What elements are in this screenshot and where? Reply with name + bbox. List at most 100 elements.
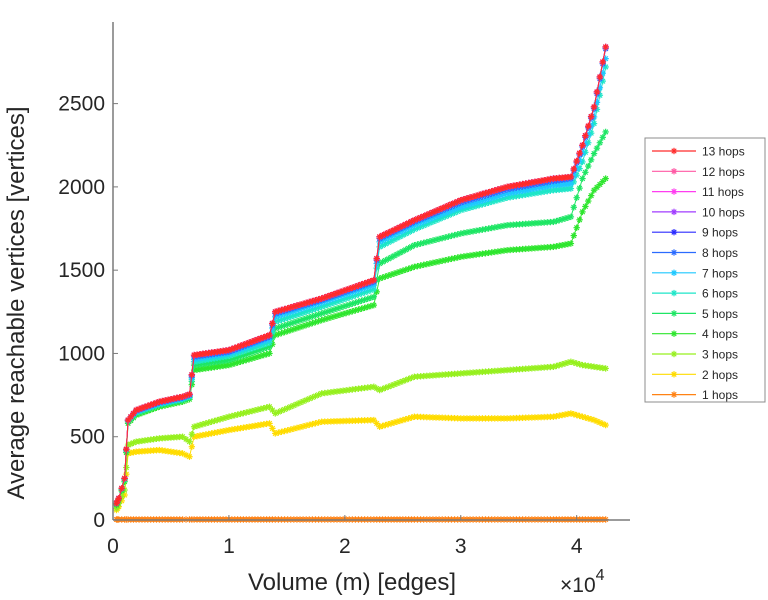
data-point <box>567 173 575 181</box>
legend: 13 hops 12 hops 11 hops 10 hops 9 hops 8 hops… <box>644 137 766 403</box>
legend-marker-icon <box>670 310 678 317</box>
data-point <box>602 421 609 429</box>
data-point <box>602 43 609 51</box>
data-point <box>599 58 606 66</box>
data-point <box>269 320 276 327</box>
y-tick-label: 500 <box>70 426 105 449</box>
y-tick-label: 0 <box>93 509 105 532</box>
data-point <box>570 204 577 211</box>
legend-marker-icon <box>670 330 678 337</box>
data-point <box>205 419 212 426</box>
legend-label: 10 hops <box>702 205 745 219</box>
legend-marker-icon <box>670 229 678 236</box>
data-point <box>179 433 186 440</box>
data-point <box>599 134 606 141</box>
legend-label: 11 hops <box>702 185 744 199</box>
data-point <box>567 213 575 221</box>
y-tick-label: 2500 <box>58 93 105 116</box>
legend-marker-icon <box>670 289 678 297</box>
data-point <box>182 436 190 443</box>
data-point <box>587 113 595 120</box>
series-2-hops <box>113 410 609 514</box>
data-point <box>585 197 592 205</box>
data-point <box>579 142 586 149</box>
data-point <box>593 144 601 152</box>
data-point <box>582 132 589 139</box>
data-point <box>127 440 134 448</box>
legend-label: 13 hops <box>702 145 745 159</box>
legend-marker-icon <box>670 147 678 155</box>
legend-marker-icon <box>670 269 678 276</box>
data-point <box>587 156 595 164</box>
x-tick-label: 0 <box>107 535 119 558</box>
legend-label: 7 hops <box>702 266 738 280</box>
data-point <box>582 169 589 176</box>
data-point <box>121 475 128 482</box>
data-point <box>269 425 276 432</box>
series-line-10-hops <box>116 46 607 504</box>
series-line-2-hops <box>116 412 606 511</box>
data-point <box>593 88 601 96</box>
y-tick-label: 2000 <box>58 176 105 199</box>
legend-marker-icon <box>670 168 678 175</box>
data-point <box>287 403 294 410</box>
data-point <box>408 374 415 382</box>
legend-label: 9 hops <box>702 226 738 240</box>
y-tick-label: 1000 <box>58 342 105 365</box>
data-point <box>587 192 595 199</box>
data-point <box>370 293 378 301</box>
data-point <box>576 184 583 192</box>
y-axis-label: Average reachable vertices [vertices] <box>3 106 30 499</box>
series-line-11-hops <box>116 46 607 504</box>
data-point <box>370 276 378 284</box>
data-point <box>186 438 193 445</box>
data-point <box>188 431 196 438</box>
legend-marker-icon <box>670 188 678 195</box>
y-tick-label: 1500 <box>58 259 105 282</box>
x-tick-label: 4 <box>571 535 583 558</box>
data-point <box>217 416 224 423</box>
data-point <box>573 194 580 201</box>
data-point <box>188 371 196 378</box>
x-tick-label: 2 <box>339 535 351 558</box>
data-point <box>567 240 575 247</box>
data-point <box>573 157 580 165</box>
data-point <box>373 255 380 262</box>
data-point <box>266 331 273 339</box>
x-exponent-base: ×10 <box>560 574 596 597</box>
data-point <box>585 162 592 170</box>
data-point <box>596 139 604 146</box>
x-exponent-label: ×104 <box>560 567 605 597</box>
data-point <box>596 73 604 81</box>
series-line-12-hops <box>116 46 607 504</box>
data-point <box>123 446 130 453</box>
legend-label: 5 hops <box>702 307 738 321</box>
data-point <box>579 208 586 216</box>
x-tick-label: 3 <box>455 535 467 558</box>
series-3-hops <box>113 358 609 512</box>
data-point <box>582 203 589 210</box>
series-line-9-hops <box>116 46 607 504</box>
data-point <box>186 391 193 398</box>
x-axis-label: Volume (m) [edges] <box>248 569 456 596</box>
data-point <box>573 411 580 419</box>
legend-label: 3 hops <box>702 348 738 362</box>
data-point <box>570 232 577 239</box>
data-point <box>585 122 592 130</box>
data-point <box>266 420 273 427</box>
data-point <box>573 224 580 231</box>
data-point <box>188 443 196 450</box>
plot-series <box>113 43 609 523</box>
legend-label: 1 hops <box>702 388 738 402</box>
legend-label: 12 hops <box>702 165 745 179</box>
legend-marker-icon <box>670 391 678 398</box>
data-point <box>590 103 598 111</box>
legend-marker-icon <box>670 350 678 358</box>
data-point <box>599 420 606 428</box>
data-point <box>115 495 122 502</box>
legend-label: 2 hops <box>702 368 738 382</box>
data-point <box>179 450 186 457</box>
data-point <box>370 301 378 309</box>
series-line-13-hops <box>116 46 607 504</box>
